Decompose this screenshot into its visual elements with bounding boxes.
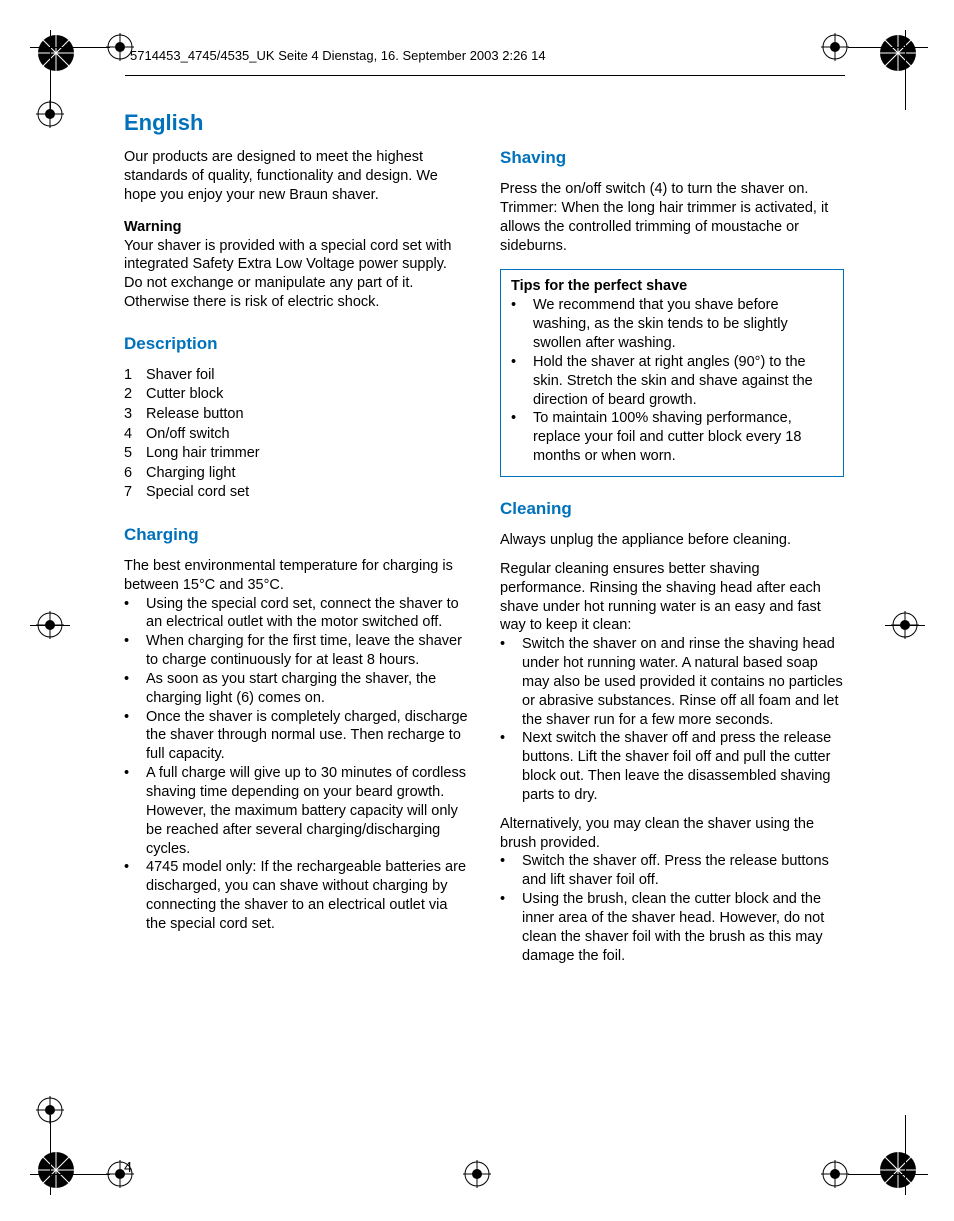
cleaning-bullets-2: •Switch the shaver off. Press the releas… [500, 852, 844, 965]
bullet-item: •Next switch the shaver off and press th… [500, 729, 844, 804]
left-column: English Our products are designed to mee… [124, 110, 468, 966]
guide-line [30, 47, 110, 48]
bullet-item: •When charging for the first time, leave… [124, 632, 468, 670]
bullet-item: •4745 model only: If the rechargeable ba… [124, 858, 468, 933]
document-header: 5714453_4745/4535_UK Seite 4 Dienstag, 1… [130, 48, 546, 63]
description-list: 1Shaver foil2Cutter block3Release button… [124, 366, 468, 503]
description-heading: Description [124, 334, 468, 354]
tips-box: Tips for the perfect shave •We recommend… [500, 269, 844, 477]
cleaning-p3: Alternatively, you may clean the shaver … [500, 815, 844, 853]
description-item: 6Charging light [124, 464, 468, 484]
warning-text: Your shaver is provided with a special c… [124, 237, 468, 312]
page-title: English [124, 110, 468, 136]
bullet-item: •To maintain 100% shaving performance, r… [511, 409, 833, 466]
description-item: 7Special cord set [124, 483, 468, 503]
page: 5714453_4745/4535_UK Seite 4 Dienstag, 1… [0, 0, 954, 1221]
guide-line [50, 30, 51, 110]
print-target-icon [36, 1150, 76, 1190]
bullet-item: •Switch the shaver off. Press the releas… [500, 852, 844, 890]
guide-line [50, 1115, 51, 1195]
page-number: 4 [124, 1160, 132, 1176]
crosshair-icon [463, 1160, 491, 1188]
shaving-p1: Press the on/off switch (4) to turn the … [500, 180, 844, 199]
description-item: 5Long hair trimmer [124, 444, 468, 464]
guide-line [848, 1174, 928, 1175]
description-item: 3Release button [124, 405, 468, 425]
shaving-heading: Shaving [500, 148, 844, 168]
bullet-item: •Switch the shaver on and rinse the shav… [500, 635, 844, 729]
charging-intro: The best environmental temperature for c… [124, 557, 468, 595]
right-column: Shaving Press the on/off switch (4) to t… [500, 110, 844, 966]
guide-line [30, 625, 70, 626]
charging-bullets: •Using the special cord set, connect the… [124, 595, 468, 934]
guide-line [30, 1174, 110, 1175]
description-item: 4On/off switch [124, 425, 468, 445]
guide-line [848, 47, 928, 48]
bullet-item: •As soon as you start charging the shave… [124, 670, 468, 708]
crosshair-icon [821, 1160, 849, 1188]
cleaning-p2: Regular cleaning ensures better shaving … [500, 560, 844, 635]
print-target-icon [878, 1150, 918, 1190]
warning-label: Warning [124, 219, 468, 235]
cleaning-heading: Cleaning [500, 499, 844, 519]
guide-line [905, 1115, 906, 1195]
print-target-icon [878, 33, 918, 73]
cleaning-p1: Always unplug the appliance before clean… [500, 531, 844, 550]
guide-line [885, 625, 925, 626]
tips-title: Tips for the perfect shave [511, 278, 833, 294]
bullet-item: •A full charge will give up to 30 minute… [124, 764, 468, 858]
description-item: 2Cutter block [124, 385, 468, 405]
crosshair-icon [821, 33, 849, 61]
shaving-p2: Trimmer: When the long hair trimmer is a… [500, 199, 844, 256]
charging-heading: Charging [124, 525, 468, 545]
description-item: 1Shaver foil [124, 366, 468, 386]
guide-line [905, 30, 906, 110]
cleaning-bullets-1: •Switch the shaver on and rinse the shav… [500, 635, 844, 805]
bullet-item: •Hold the shaver at right angles (90°) t… [511, 353, 833, 410]
bullet-item: •Using the brush, clean the cutter block… [500, 890, 844, 965]
intro-paragraph: Our products are designed to meet the hi… [124, 148, 468, 205]
guide-line [125, 75, 845, 76]
bullet-item: •Using the special cord set, connect the… [124, 595, 468, 633]
bullet-item: •We recommend that you shave before wash… [511, 296, 833, 353]
print-target-icon [36, 33, 76, 73]
bullet-item: •Once the shaver is completely charged, … [124, 708, 468, 765]
tips-bullets: •We recommend that you shave before wash… [511, 296, 833, 466]
page-content: English Our products are designed to mee… [124, 110, 844, 966]
